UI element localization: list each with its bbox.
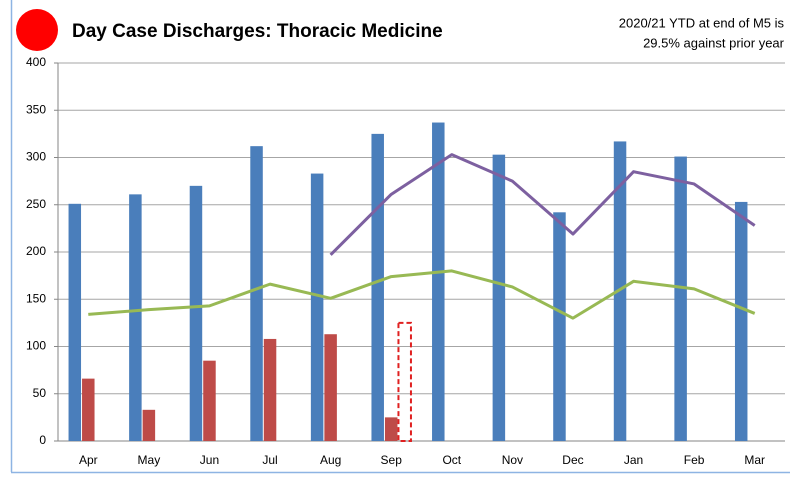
x-tick-label: Oct	[442, 453, 461, 467]
y-tick-label: 300	[26, 150, 46, 164]
x-tick-label: Feb	[684, 453, 705, 467]
annotation: 29.5% against prior year	[643, 35, 785, 50]
bar	[310, 173, 324, 441]
bar	[263, 338, 277, 441]
bar	[384, 417, 398, 441]
bar	[129, 194, 142, 441]
x-tick-label: Mar	[744, 453, 765, 467]
bar	[371, 133, 384, 441]
x-tick-label: Dec	[562, 453, 583, 467]
y-tick-label: 200	[26, 244, 46, 258]
bar	[82, 378, 95, 441]
y-tick-label: 150	[26, 291, 46, 305]
y-tick-label: 350	[26, 102, 46, 116]
bar	[734, 201, 748, 441]
x-tick-label: Sep	[381, 453, 403, 467]
y-tick-label: 100	[26, 339, 46, 353]
y-tick-label: 250	[26, 197, 46, 211]
bar	[492, 154, 506, 442]
line-series	[329, 153, 756, 256]
x-tick-label: Jun	[200, 453, 219, 467]
bar	[250, 146, 263, 441]
chart-title: Day Case Discharges: Thoracic Medicine	[72, 21, 443, 42]
line-series	[88, 269, 756, 320]
status-indicator	[16, 9, 58, 51]
bar	[553, 212, 566, 441]
bar	[203, 360, 216, 441]
bar	[674, 156, 687, 441]
x-tick-label: Jul	[262, 453, 277, 467]
x-tick-label: May	[138, 453, 161, 467]
x-tick-label: Jan	[624, 453, 643, 467]
bar	[397, 321, 412, 442]
x-tick-label: Nov	[502, 453, 523, 467]
bar	[324, 334, 337, 441]
x-tick-label: Apr	[79, 453, 98, 467]
bar	[68, 203, 82, 441]
annotation: 2020/21 YTD at end of M5 is	[619, 15, 785, 30]
y-tick-label: 0	[39, 433, 46, 447]
bar	[142, 409, 156, 441]
bar	[189, 185, 203, 441]
y-tick-label: 400	[26, 55, 46, 69]
bar	[432, 122, 445, 441]
y-tick-label: 50	[33, 386, 47, 400]
x-tick-label: Aug	[320, 453, 341, 467]
